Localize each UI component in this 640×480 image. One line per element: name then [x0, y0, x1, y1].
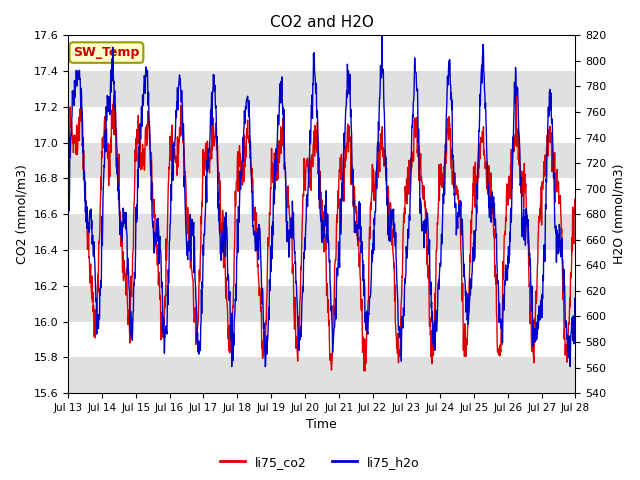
- Bar: [68, 286, 575, 322]
- Text: SW_Temp: SW_Temp: [73, 46, 140, 59]
- Y-axis label: CO2 (mmol/m3): CO2 (mmol/m3): [15, 164, 28, 264]
- Legend: li75_co2, li75_h2o: li75_co2, li75_h2o: [215, 451, 425, 474]
- Title: CO2 and H2O: CO2 and H2O: [270, 15, 374, 30]
- Y-axis label: H2O (mmol/m3): H2O (mmol/m3): [612, 164, 625, 264]
- Bar: [68, 214, 575, 250]
- Bar: [68, 357, 575, 393]
- X-axis label: Time: Time: [307, 419, 337, 432]
- Bar: [68, 71, 575, 107]
- Bar: [68, 143, 575, 179]
